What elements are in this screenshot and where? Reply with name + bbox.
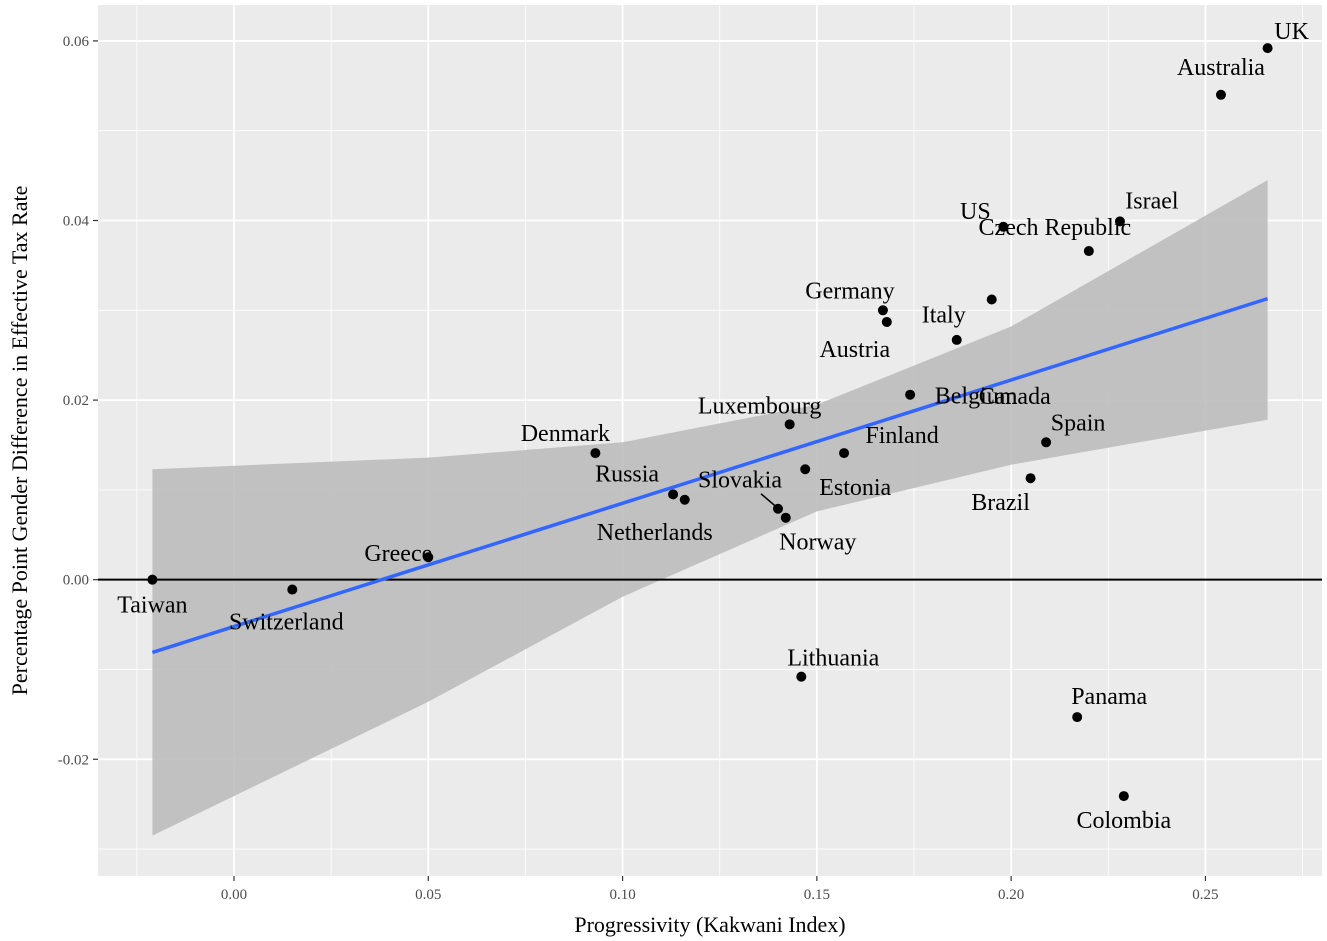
x-tick-label: 0.05 xyxy=(415,887,441,903)
point-russia xyxy=(668,489,679,500)
label-leader-lines xyxy=(760,493,776,507)
data-points xyxy=(147,43,1273,802)
point-label-belgium: Belgium xyxy=(935,384,1018,410)
point-label-netherlands: Netherlands xyxy=(597,520,713,546)
point-label-switzerland: Switzerland xyxy=(229,610,344,636)
point-label-italy: Italy xyxy=(922,303,966,329)
point-belgium xyxy=(905,389,916,400)
point-us xyxy=(998,221,1009,232)
point-brazil xyxy=(1025,473,1036,484)
point-uk xyxy=(1262,43,1273,54)
point-lithuania xyxy=(796,671,807,682)
point-label-brazil: Brazil xyxy=(971,490,1030,516)
point-slovakia xyxy=(773,503,783,514)
x-tick-label: 0.00 xyxy=(221,887,247,903)
point-label-us: US xyxy=(960,199,991,225)
point-panama xyxy=(1072,712,1083,723)
point-label-austria: Austria xyxy=(819,337,890,363)
point-label-lithuania: Lithuania xyxy=(787,646,879,672)
leader-line-slovakia xyxy=(760,493,776,507)
x-tick-label: 0.10 xyxy=(609,887,635,903)
point-norway xyxy=(780,512,791,523)
point-label-taiwan: Taiwan xyxy=(117,593,187,619)
y-tick-label: 0.02 xyxy=(63,393,89,409)
x-tick-label: 0.25 xyxy=(1192,887,1218,903)
point-label-luxembourg: Luxembourg xyxy=(698,393,822,419)
y-tick-label: 0.00 xyxy=(63,573,89,589)
point-label-colombia: Colombia xyxy=(1076,808,1171,834)
point-estonia xyxy=(800,464,811,475)
point-label-norway: Norway xyxy=(779,530,856,556)
confidence-band xyxy=(152,180,1268,836)
point-italy xyxy=(986,294,997,305)
point-label-australia: Australia xyxy=(1177,55,1265,81)
point-label-canada: Canada xyxy=(979,384,1051,410)
x-tick-label: 0.20 xyxy=(998,887,1024,903)
point-label-panama: Panama xyxy=(1071,684,1147,710)
point-luxembourg xyxy=(784,419,795,430)
point-label-czech-republic: Czech Republic xyxy=(979,215,1132,241)
point-label-finland: Finland xyxy=(865,423,938,449)
point-label-estonia: Estonia xyxy=(819,475,891,501)
y-tick-label: 0.04 xyxy=(63,214,90,230)
y-tick-label: 0.06 xyxy=(63,34,90,50)
y-axis-ticks: -0.02 0.00 0.02 0.04 0.06 xyxy=(58,34,98,768)
point-australia xyxy=(1215,89,1226,100)
point-label-slovakia: Slovakia xyxy=(698,468,782,494)
point-spain xyxy=(1041,437,1052,448)
y-tick-label: -0.02 xyxy=(58,752,89,768)
point-colombia xyxy=(1118,791,1129,802)
point-netherlands xyxy=(679,494,690,505)
point-label-israel: Israel xyxy=(1125,188,1179,214)
point-austria xyxy=(881,316,892,327)
point-label-uk: UK xyxy=(1274,19,1309,45)
point-label-germany: Germany xyxy=(805,278,894,304)
y-axis-title: Percentage Point Gender Difference in Ef… xyxy=(7,186,32,696)
point-taiwan xyxy=(147,574,158,585)
regression-line xyxy=(151,296,1269,655)
point-finland xyxy=(839,448,850,459)
point-label-greece: Greece xyxy=(364,541,432,567)
x-axis-title: Progressivity (Kakwani Index) xyxy=(574,912,845,937)
point-czech-republic xyxy=(1083,246,1094,257)
x-axis-ticks: 0.00 0.05 0.10 0.15 0.20 0.25 xyxy=(221,876,1219,903)
point-germany xyxy=(877,305,888,316)
point-israel xyxy=(1114,216,1125,227)
point-denmark xyxy=(590,448,601,459)
point-label-denmark: Denmark xyxy=(521,421,610,447)
x-tick-label: 0.15 xyxy=(804,887,830,903)
point-label-spain: Spain xyxy=(1051,410,1106,436)
point-greece xyxy=(423,552,434,563)
point-label-russia: Russia xyxy=(595,461,659,487)
point-canada xyxy=(951,334,962,345)
point-switzerland xyxy=(287,584,298,595)
